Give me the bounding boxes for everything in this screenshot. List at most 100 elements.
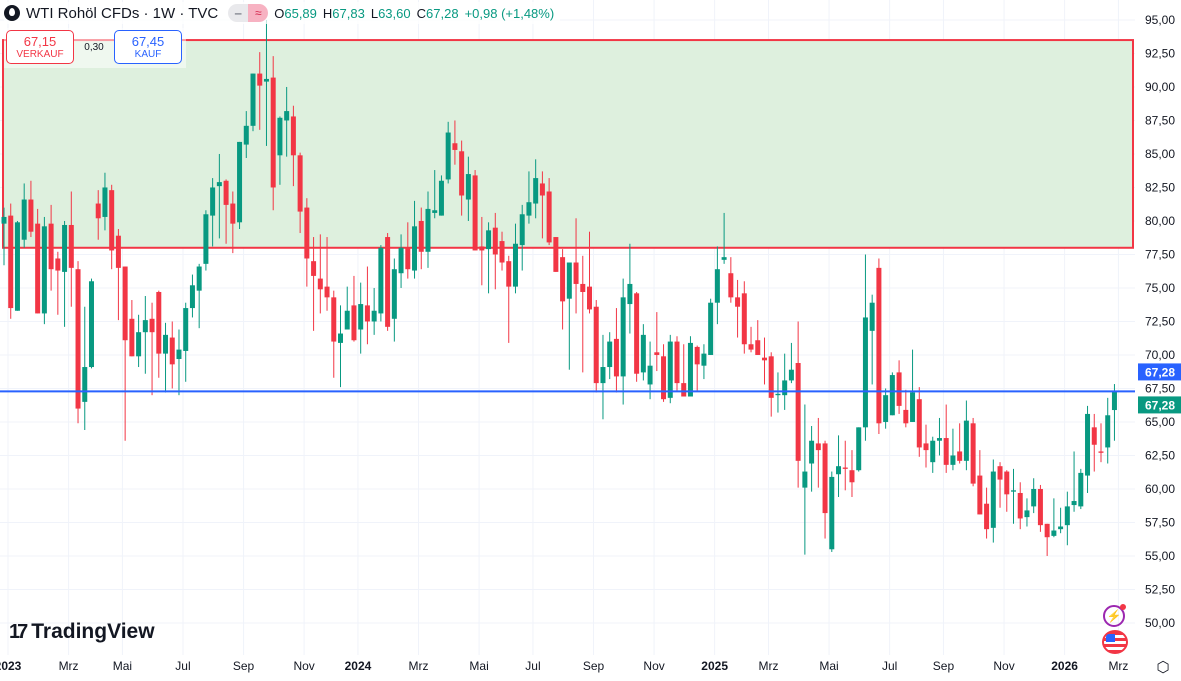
buy-button[interactable]: 67,45 KAUF (114, 30, 182, 64)
candle-body (1024, 510, 1030, 518)
candle (802, 404, 808, 555)
candle-body (627, 283, 633, 305)
candle (75, 261, 81, 424)
time-tick-label: Mai (469, 659, 488, 673)
candle-body (842, 467, 848, 469)
candle (627, 243, 633, 334)
price-label-green (1138, 396, 1181, 414)
candle-body (432, 210, 438, 213)
time-tick-label: Mrz (409, 659, 429, 673)
price-tick-label: 80,00 (1145, 214, 1175, 228)
candle (849, 450, 855, 498)
low-label: L (370, 5, 379, 21)
candle (775, 372, 781, 413)
candle-body (297, 155, 303, 212)
candle-body (418, 220, 424, 252)
lightning-icon[interactable]: ⚡ (1103, 604, 1126, 627)
candle (809, 425, 815, 492)
us-flag-icon[interactable] (1102, 630, 1128, 654)
candle (526, 171, 532, 224)
candle-body (1031, 488, 1037, 507)
candle (344, 286, 350, 330)
approx-button[interactable]: ≈ (248, 4, 269, 22)
candle (681, 344, 687, 397)
candle (35, 208, 41, 314)
candle-body (371, 310, 377, 322)
time-tick-label: 2025 (701, 659, 728, 673)
candle (243, 111, 249, 158)
price-tick-label: 65,00 (1145, 415, 1175, 429)
price-tick-label: 92,50 (1145, 46, 1175, 60)
candle-body (903, 409, 909, 424)
candle (506, 255, 512, 343)
candle (452, 120, 458, 165)
candle (735, 279, 741, 338)
candle (216, 153, 222, 239)
candle (196, 263, 202, 329)
high-value: 67,83 (332, 5, 365, 21)
chart-mode-toggle[interactable]: ‒ ≈ (228, 4, 269, 22)
candle-body (1, 216, 7, 224)
candle (512, 223, 518, 294)
candle (984, 487, 990, 539)
candle (768, 352, 774, 417)
candle-body (950, 455, 956, 465)
candle (957, 423, 963, 464)
time-axis[interactable]: 2023 Mrz Mai Jul Sep Nov 2024 Mrz Mai Jul Sep Nov 20… (0, 659, 1128, 673)
candle (317, 234, 323, 314)
candle-body (351, 305, 357, 341)
time-tick-label: Nov (993, 659, 1014, 673)
candle (183, 302, 189, 382)
candle-body (674, 341, 680, 384)
price-zone-rectangle[interactable] (2, 39, 1134, 249)
buy-price: 67,45 (131, 34, 165, 49)
candle (169, 321, 175, 389)
candle (856, 427, 862, 472)
candle (815, 417, 821, 488)
candle-body (708, 302, 714, 355)
candle-body (997, 466, 1003, 480)
candle (109, 184, 115, 270)
candle-body (55, 258, 61, 271)
candle-body (889, 375, 895, 416)
time-tick-label: Nov (643, 659, 664, 673)
price-axis-background (1135, 0, 1181, 681)
candle-body (815, 443, 821, 451)
price-axis[interactable]: 95,00 92,50 90,00 87,50 85,00 82,50 80,00 77,50… (1135, 0, 1181, 681)
candle-body (398, 247, 404, 274)
candle-body (405, 247, 411, 270)
price-tick-label: 57,50 (1145, 515, 1175, 529)
minus-button[interactable]: ‒ (228, 4, 249, 22)
candle-body (916, 399, 922, 448)
zone-rectangle[interactable] (2, 39, 1134, 249)
settings-icon[interactable]: ⬡ (1156, 659, 1170, 676)
candle-body (263, 78, 269, 82)
candle-body (802, 471, 808, 488)
candle-body (196, 266, 202, 291)
candle (1071, 451, 1077, 512)
symbol-title[interactable]: WTI Rohöl CFDs · 1W · TVC (26, 4, 219, 22)
candle-body (277, 117, 283, 156)
candle (21, 183, 27, 248)
price-tick-label: 85,00 (1145, 147, 1175, 161)
candle-body (1098, 451, 1104, 453)
price-tick-label: 55,00 (1145, 549, 1175, 563)
candle (62, 220, 68, 327)
candle (122, 266, 128, 441)
candle-body (1058, 526, 1064, 530)
candle-body (755, 340, 761, 355)
sell-button[interactable]: 67,15 VERKAUF (6, 30, 74, 64)
time-tick-label: 2026 (1051, 659, 1078, 673)
candle (88, 278, 94, 369)
candle-body (109, 190, 115, 251)
candle (230, 191, 236, 254)
candle-body (68, 224, 74, 268)
candle-body (324, 286, 330, 298)
candle (203, 210, 209, 271)
tradingview-logo[interactable]: 17 TradingView (9, 620, 155, 644)
candle (620, 278, 626, 405)
candle (795, 321, 801, 488)
candle-body (169, 337, 175, 365)
time-tick-label: Mrz (1108, 659, 1128, 673)
